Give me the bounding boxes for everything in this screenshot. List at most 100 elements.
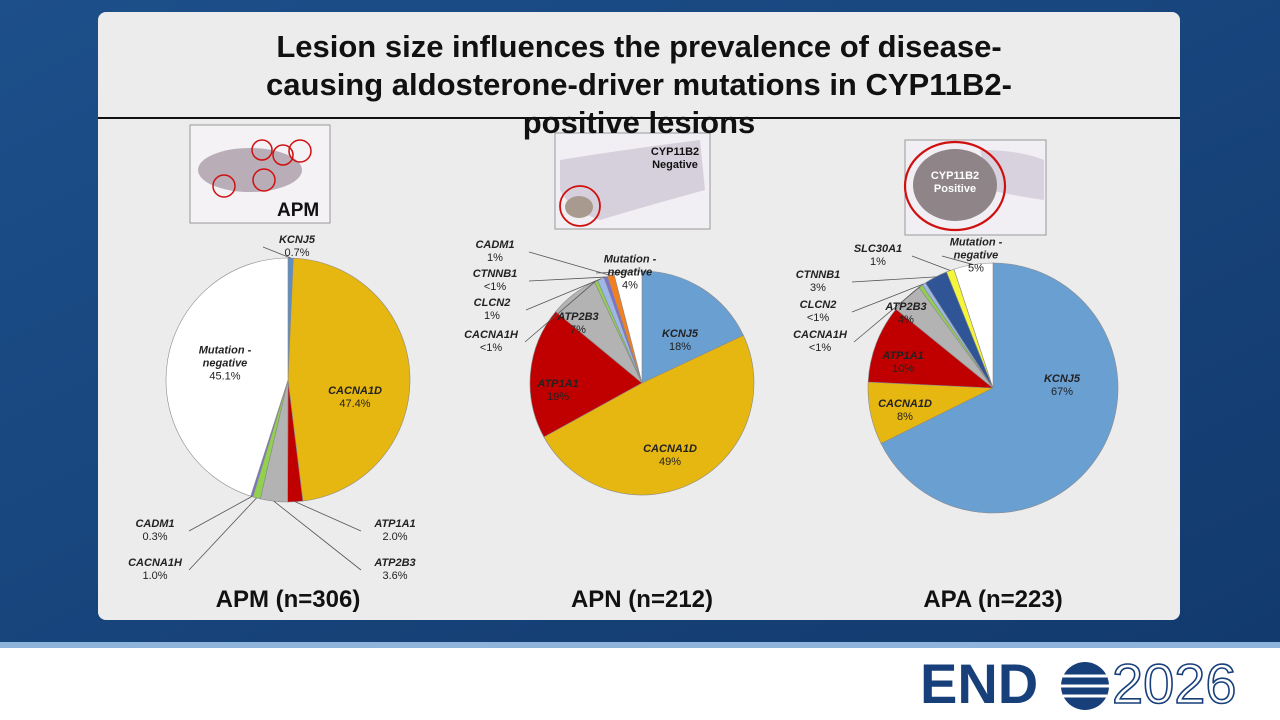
leader-line (853, 285, 921, 343)
slice-label: Mutation -negative 4% (599, 254, 661, 293)
slice-value: <1% (808, 342, 832, 354)
slice-label: ATP2B3 7% (547, 311, 609, 337)
nodule (565, 196, 593, 218)
title: Lesion size influences the prevalence of… (266, 29, 1012, 140)
slice-name: ATP2B3 (557, 311, 599, 323)
slice-name: CACNA1H (128, 557, 182, 569)
leader-line (524, 280, 597, 343)
slice-value: 4% (622, 279, 638, 292)
thumbnail-label: CYP11B2 Negative (650, 146, 700, 171)
pie-slice (867, 308, 994, 389)
slice-name: ATP1A1 (537, 378, 579, 390)
circle (252, 168, 276, 192)
leader-line (528, 276, 606, 282)
slice-name: CTNNB1 (472, 268, 518, 280)
slice-name: CACNA1H (793, 329, 847, 341)
slice-label: CACNA1D 47.4% (324, 385, 386, 411)
slice-label: CLCN2 <1% (787, 299, 849, 325)
slice-label: CADM1 1% (464, 239, 526, 265)
slice-value: 19% (546, 391, 570, 403)
slice-label: SLC30A1 1% (847, 243, 909, 269)
circle (272, 144, 294, 166)
tissue (560, 140, 705, 220)
slice-value: 0.3% (142, 531, 168, 543)
slice-label: KCNJ5 0.7% (266, 234, 328, 260)
circle (251, 139, 273, 161)
slice-label: CACNA1H <1% (789, 329, 851, 355)
slice-value: <1% (483, 281, 507, 293)
slice-name: ATP1A1 (374, 518, 416, 530)
slice-label: KCNJ5 67% (1031, 373, 1093, 399)
slice-name: CADM1 (475, 239, 515, 251)
slice-value: 18% (668, 341, 692, 353)
leader-line (525, 278, 601, 311)
slice-label: ATP2B3 3.6% (364, 557, 426, 583)
slice-name: ATP1A1 (882, 350, 924, 362)
pie-slice (641, 270, 744, 384)
slice-name: Mutation -negative (198, 344, 252, 370)
slice-name: Mutation -negative (603, 253, 657, 279)
slice-name: CACNA1D (328, 385, 382, 397)
circle (288, 139, 312, 163)
chart-title: APM (n=306) (215, 586, 361, 613)
slice-label: ATP2B3 4% (875, 301, 937, 327)
slice-value: 1% (484, 310, 500, 322)
slice-name: Mutation -negative (949, 236, 1003, 262)
slice-value: 3.6% (382, 570, 408, 582)
slice-name: ATP2B3 (885, 301, 927, 313)
slice-name: CACNA1D (643, 443, 697, 455)
slice-value: 1% (870, 256, 886, 268)
pie-slice (165, 257, 289, 497)
slice-name: ATP2B3 (374, 557, 416, 569)
slice-label: CTNNB1 <1% (464, 268, 526, 294)
slice-value: <1% (479, 342, 503, 354)
slice-value: 45.1% (209, 370, 241, 383)
slice-label: CADM1 0.3% (124, 518, 186, 544)
slice-value: 10% (891, 363, 915, 375)
pie-slice (529, 311, 643, 438)
slice-name: CADM1 (135, 518, 175, 530)
divider (0, 642, 1280, 648)
slice-label: Mutation -negative 5% (945, 237, 1007, 276)
slice-name: CLCN2 (799, 299, 837, 311)
slice-value: 49% (658, 456, 682, 468)
pie-slice (543, 334, 755, 496)
slice-value: 0.7% (284, 247, 310, 259)
circle (903, 140, 1007, 232)
circle (559, 185, 601, 227)
leader-line (528, 251, 611, 276)
slice-label: ATP1A1 10% (872, 350, 934, 376)
circle (212, 174, 236, 198)
pie-slice (613, 270, 643, 384)
leader-line (595, 271, 628, 274)
leader-line (188, 497, 257, 571)
leader-line (851, 276, 936, 283)
slice-label: CTNNB1 3% (787, 269, 849, 295)
slice-label: CACNA1D 8% (874, 398, 936, 424)
pie-slice (880, 262, 1119, 514)
slice-value: 1% (487, 252, 503, 264)
slice-label: CACNA1H <1% (460, 329, 522, 355)
logo-right: 2026 (1111, 651, 1237, 716)
slice-name: KCNJ5 (278, 234, 316, 246)
slice-value: 67% (1050, 386, 1074, 398)
slice-label: CLCN2 1% (461, 297, 523, 323)
slice-name: KCNJ5 (661, 328, 699, 340)
slice-name: SLC30A1 (853, 243, 903, 255)
leader-line (273, 500, 362, 571)
slice-label: ATP1A1 19% (527, 378, 589, 404)
thumbnail-label: CYP11B2 Positive (930, 170, 980, 195)
leader-line (851, 283, 924, 313)
slice-name: CACNA1H (464, 329, 518, 341)
slice-label: CACNA1H 1.0% (124, 557, 186, 583)
slice-name: CLCN2 (473, 297, 511, 309)
slice-name: KCNJ5 (1043, 373, 1081, 385)
leader-line (941, 255, 974, 265)
slice-value: 2.0% (382, 531, 408, 543)
slice-value: 3% (810, 282, 826, 294)
slice-value: 47.4% (339, 398, 371, 410)
slice-value: 4% (898, 314, 914, 326)
slice-label: KCNJ5 18% (649, 328, 711, 354)
slice-value: 7% (570, 324, 586, 336)
